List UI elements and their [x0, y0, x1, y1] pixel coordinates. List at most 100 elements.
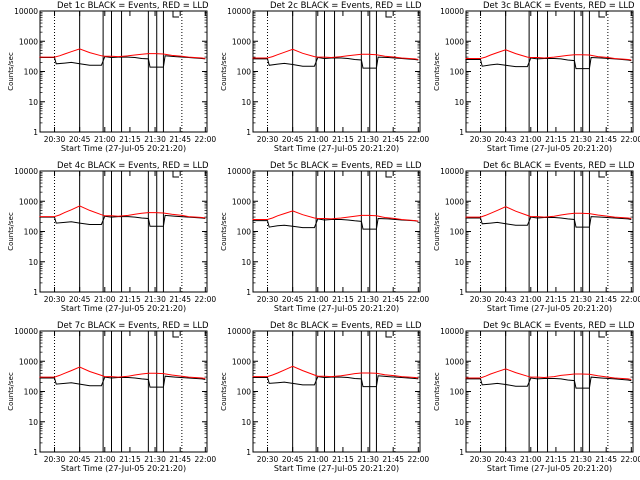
x-tick-label: 22:00 [621, 135, 640, 144]
y-tick-label: 10 [28, 258, 38, 267]
title-bracket-mark [385, 331, 392, 338]
x-tick-label: 20:45 [282, 455, 304, 464]
x-tick-label: 20:45 [69, 295, 91, 304]
detector-panel-9: Det 9c BLACK = Events, RED = LLD 1 10 100 10… [433, 321, 640, 473]
y-tick-label: 100 [237, 228, 252, 237]
detector-panel-6: Det 6c BLACK = Events, RED = LLD 1 10 100 10… [433, 161, 640, 313]
y-tick-label: 1 [459, 288, 464, 297]
x-tick-label: 20:45 [282, 295, 304, 304]
x-tick-label: 20:30 [470, 135, 492, 144]
x-tick-label: 20:30 [470, 295, 492, 304]
x-tick-label: 21:30 [570, 135, 592, 144]
y-tick-label: 10 [454, 98, 464, 107]
x-axis-label: Start Time (27-Jul-05 20:21:20) [487, 464, 612, 473]
panel-title: Det 6c BLACK = Events, RED = LLD [483, 161, 635, 171]
x-tick-label: 20:43 [495, 295, 517, 304]
title-bracket-mark [172, 171, 179, 178]
events-series-line [252, 217, 419, 230]
x-axis-label: Start Time (27-Jul-05 20:21:20) [61, 144, 186, 153]
detector-panel-4: Det 4c BLACK = Events, RED = LLD 1 10 100 10… [7, 161, 216, 313]
y-tick-label: 1000 [445, 197, 464, 206]
x-tick-label: 20:43 [495, 455, 517, 464]
y-tick-label: 1000 [232, 357, 251, 366]
title-bracket-mark [172, 11, 179, 18]
x-tick-label: 21:15 [119, 135, 141, 144]
y-tick-label: 1 [33, 448, 38, 457]
x-tick-label: 21:45 [169, 455, 191, 464]
lld-series-line [39, 366, 206, 379]
y-tick-label: 1000 [232, 37, 251, 46]
y-tick-label: 10000 [227, 7, 251, 16]
x-tick-label: 21:45 [169, 295, 191, 304]
x-tick-label: 20:43 [495, 135, 517, 144]
y-axis-label: Counts/sec [7, 372, 15, 411]
x-tick-label: 20:30 [44, 135, 66, 144]
y-tick-label: 10 [241, 418, 251, 427]
lld-series-line [39, 205, 206, 219]
y-tick-label: 1000 [445, 37, 464, 46]
x-tick-label: 21:00 [94, 135, 116, 144]
x-tick-label: 20:30 [44, 295, 66, 304]
y-tick-label: 10000 [14, 7, 38, 16]
x-tick-label: 21:00 [94, 295, 116, 304]
lld-series-line [252, 210, 419, 222]
detector-panel-7: Det 7c BLACK = Events, RED = LLD 1 10 100 10… [7, 321, 216, 473]
detector-panel-8: Det 8c BLACK = Events, RED = LLD 1 10 100 10… [220, 321, 429, 473]
x-tick-label: 21:15 [332, 455, 354, 464]
panel-title: Det 8c BLACK = Events, RED = LLD [270, 321, 422, 331]
x-axis-label: Start Time (27-Jul-05 20:21:20) [61, 464, 186, 473]
panel-title: Det 3c BLACK = Events, RED = LLD [483, 1, 635, 11]
title-bracket-mark [598, 171, 605, 178]
x-axis-label: Start Time (27-Jul-05 20:21:20) [487, 144, 612, 153]
x-tick-label: 21:30 [357, 135, 379, 144]
x-tick-label: 21:30 [144, 295, 166, 304]
y-tick-label: 1000 [232, 197, 251, 206]
y-axis-label: Counts/sec [220, 212, 228, 251]
x-tick-label: 21:15 [119, 295, 141, 304]
lld-series-line [39, 48, 206, 59]
detector-panel-3: Det 3c BLACK = Events, RED = LLD 1 10 100 10… [433, 1, 640, 153]
x-tick-label: 20:30 [257, 135, 279, 144]
x-tick-label: 21:00 [307, 295, 329, 304]
y-axis-label: Counts/sec [7, 52, 15, 91]
y-tick-label: 10 [454, 258, 464, 267]
x-tick-label: 21:45 [382, 455, 404, 464]
y-axis-label: Counts/sec [220, 52, 228, 91]
y-tick-label: 10000 [440, 7, 464, 16]
y-tick-label: 10000 [440, 167, 464, 176]
y-tick-label: 10 [454, 418, 464, 427]
y-axis-label: Counts/sec [7, 212, 15, 251]
lld-series-line [465, 206, 632, 219]
events-series-line [252, 56, 419, 69]
x-tick-label: 22:00 [408, 135, 430, 144]
detector-panel-1: Det 1c BLACK = Events, RED = LLD 1 10 100 10… [7, 1, 216, 153]
x-axis-label: Start Time (27-Jul-05 20:21:20) [274, 144, 399, 153]
x-axis-label: Start Time (27-Jul-05 20:21:20) [274, 464, 399, 473]
x-tick-label: 21:30 [144, 455, 166, 464]
x-tick-label: 21:00 [94, 455, 116, 464]
x-tick-label: 21:30 [357, 455, 379, 464]
y-tick-label: 100 [237, 68, 252, 77]
x-tick-label: 21:00 [520, 295, 542, 304]
lld-series-line [252, 365, 419, 379]
y-tick-label: 1 [246, 288, 251, 297]
y-axis-label: Counts/sec [433, 52, 441, 91]
x-tick-label: 20:30 [257, 455, 279, 464]
y-tick-label: 1 [459, 128, 464, 137]
x-tick-label: 21:15 [545, 455, 567, 464]
x-tick-label: 20:45 [69, 455, 91, 464]
events-series-line [465, 216, 632, 228]
x-tick-label: 21:15 [332, 135, 354, 144]
x-tick-label: 21:45 [382, 135, 404, 144]
x-axis-label: Start Time (27-Jul-05 20:21:20) [274, 304, 399, 313]
y-tick-label: 1000 [19, 197, 38, 206]
x-tick-label: 21:45 [169, 135, 191, 144]
title-bracket-mark [598, 331, 605, 338]
y-tick-label: 100 [450, 68, 465, 77]
events-series-line [39, 214, 206, 227]
x-tick-label: 21:00 [307, 135, 329, 144]
x-tick-label: 21:15 [332, 295, 354, 304]
x-tick-label: 22:00 [621, 295, 640, 304]
lld-series-line [252, 48, 419, 60]
